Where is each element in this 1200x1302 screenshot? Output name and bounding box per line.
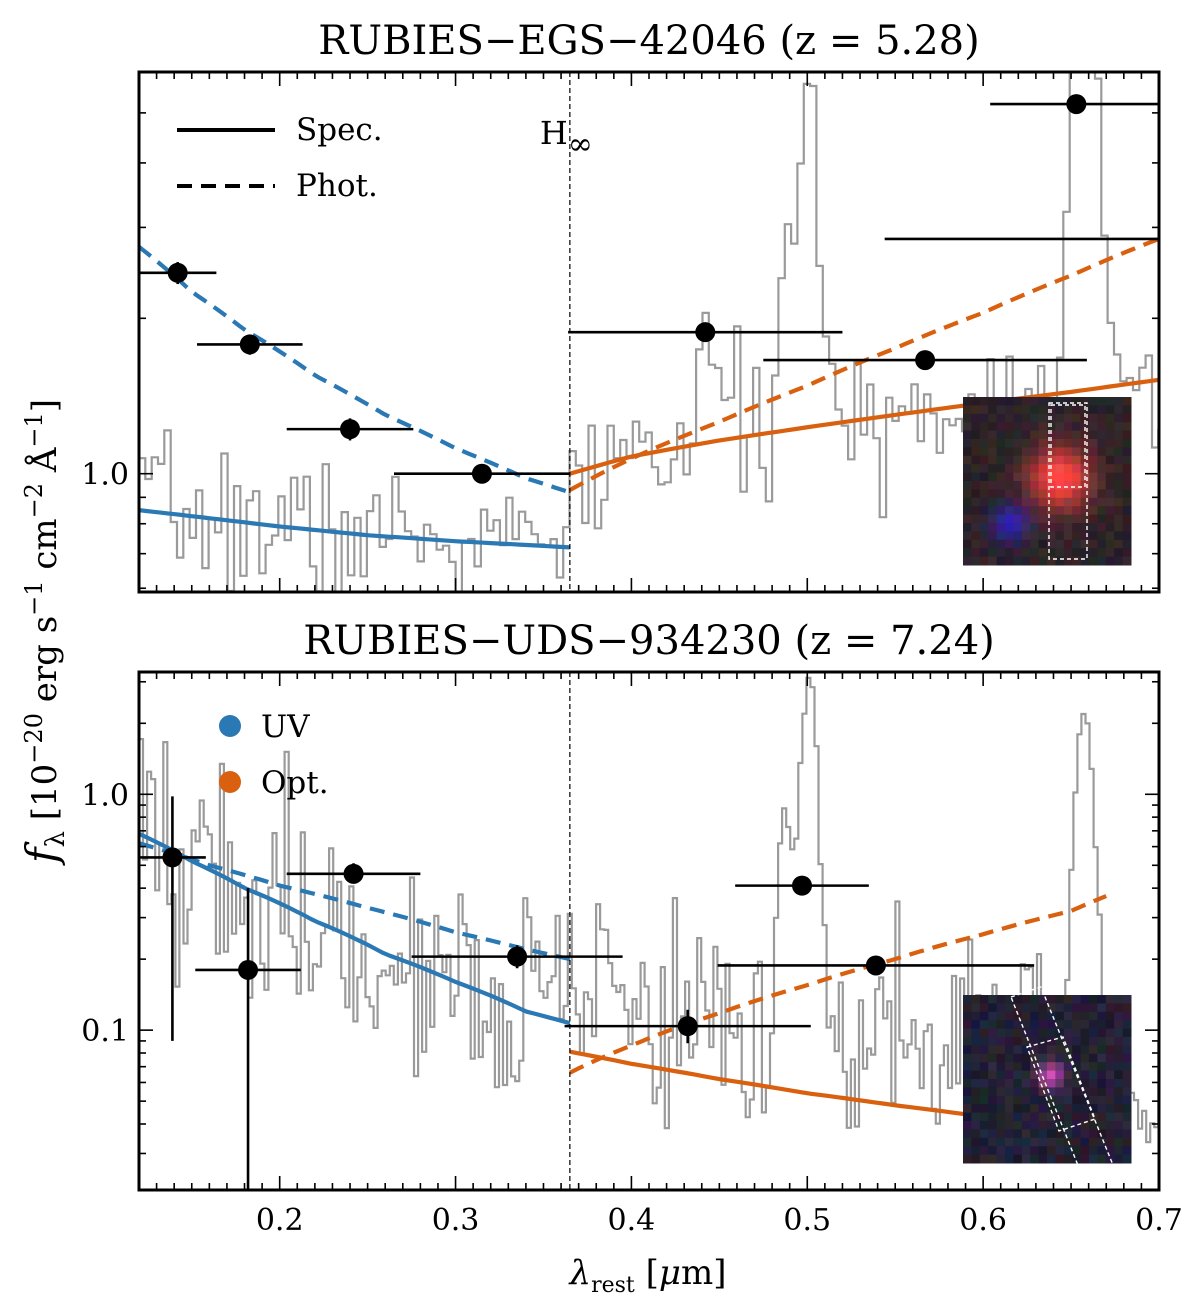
panel-egs-42046: H∞ 1.0 RUBIES−EGS−42046 (z = 5.28) Spec. Pho… <box>81 18 1161 594</box>
photometry-point <box>197 334 303 355</box>
spectrum-line <box>139 72 1159 592</box>
galaxy-cutout-image <box>963 397 1132 566</box>
photometry-marker <box>238 959 259 980</box>
photometry-point <box>411 945 623 969</box>
legend-label: Opt. <box>261 765 329 801</box>
photometry-marker <box>239 334 260 355</box>
slit-outline <box>1050 404 1086 488</box>
legend-label: Phot. <box>296 168 378 204</box>
photometry-marker <box>677 1016 698 1037</box>
x-tick-label: 0.7 <box>1135 1203 1183 1238</box>
opt-phot-curve <box>568 894 1107 1075</box>
photometry-point <box>139 262 217 285</box>
plot-area <box>139 676 1159 1190</box>
photometry-point <box>990 94 1159 115</box>
photometry-marker <box>915 350 936 371</box>
galaxy-cutout-image <box>963 986 1132 1174</box>
y-axis-label: fλ [10−20 erg s−1 cm−2 Å−1] <box>17 399 71 866</box>
photometry-point <box>735 875 869 896</box>
photometry-marker <box>167 262 188 283</box>
photometry-marker <box>695 322 716 343</box>
x-tick-label: 0.6 <box>959 1203 1007 1238</box>
legend-label: Spec. <box>296 112 383 148</box>
y-tick-label: 1.0 <box>81 778 129 813</box>
legend-marker <box>219 715 241 737</box>
legend: Spec. Phot. <box>177 112 383 204</box>
x-tick-label: 0.5 <box>783 1203 831 1238</box>
photometry-marker <box>162 847 183 868</box>
photometry-marker <box>343 863 364 884</box>
photometry-point <box>394 463 570 484</box>
photometry-point <box>195 888 301 1190</box>
uv-phot-curve <box>139 245 571 495</box>
y-tick-label: 0.1 <box>81 1014 129 1049</box>
photometry-point <box>564 1009 811 1044</box>
photometry-point <box>568 322 843 343</box>
panel-title: RUBIES−EGS−42046 (z = 5.28) <box>318 18 979 64</box>
photometry-marker <box>792 875 812 896</box>
balmer-limit-label: H∞ <box>540 114 593 162</box>
x-tick-label: 0.3 <box>432 1203 480 1238</box>
photometry-point <box>286 863 421 884</box>
photometry-marker <box>865 955 886 976</box>
x-tick-label: 0.2 <box>256 1203 304 1238</box>
photometry-point <box>139 796 206 1041</box>
slit-outline <box>1010 986 1114 1174</box>
slit-outline <box>1048 402 1088 560</box>
y-tick-label: 1.0 <box>81 458 129 493</box>
opt-spec-curve <box>569 377 1159 476</box>
legend-marker <box>219 771 241 793</box>
photometry-marker <box>1066 94 1087 115</box>
photometry-point <box>763 350 1087 371</box>
uv-spec-curve <box>139 508 571 550</box>
photometry-point <box>717 955 1035 976</box>
x-tick-label: 0.4 <box>608 1203 656 1238</box>
svg-text:fλ [10−20 erg s−1 cm−2 Å−1]: fλ [10−20 erg s−1 cm−2 Å−1] <box>17 399 71 866</box>
panel-title: RUBIES−UDS−934230 (z = 7.24) <box>303 618 995 664</box>
slit-outline <box>1026 1036 1096 1132</box>
photometry-marker <box>507 946 528 967</box>
x-axis-label: λrest [μm] <box>568 1253 727 1298</box>
legend: UV Opt. <box>219 709 329 801</box>
photometry-marker <box>471 463 492 484</box>
uv-spec-curve <box>139 831 571 1026</box>
panel-uds-934230: 0.2 0.3 0.4 0.5 0.6 0.7 0.1 1.0 RUBIES−UDS−93423… <box>81 618 1183 1238</box>
svg-text:λrest [μm]: λrest [μm] <box>568 1253 727 1298</box>
legend-label: UV <box>261 709 310 745</box>
photometry-point <box>286 418 414 441</box>
uv-phot-curve <box>139 841 571 962</box>
plot-area <box>139 72 1159 592</box>
photometry-marker <box>340 419 361 440</box>
